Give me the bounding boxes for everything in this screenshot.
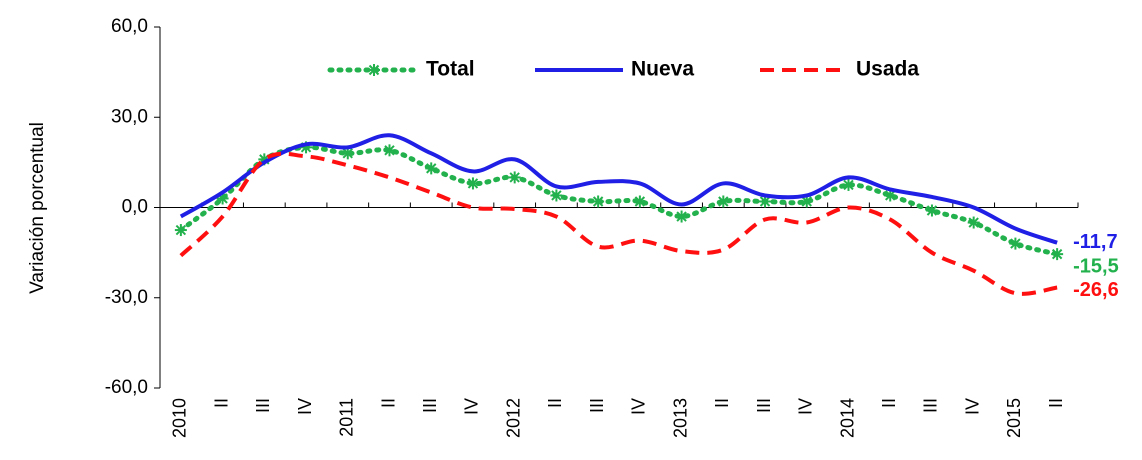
x-tick-label: IV	[629, 398, 649, 415]
x-tick-label: 2015	[1004, 398, 1024, 438]
marker	[174, 224, 187, 237]
marker	[1051, 248, 1064, 261]
marker-stroke	[676, 211, 687, 222]
x-tick-label: 2010	[170, 398, 190, 438]
legend-label: Usada	[856, 58, 919, 81]
marker-stroke	[1051, 248, 1063, 260]
x-tick-label: II	[1046, 398, 1066, 408]
legend-marker	[368, 64, 380, 76]
x-tick-label: IV	[462, 398, 482, 415]
marker	[759, 195, 772, 208]
y-tick-label: -60,0	[105, 377, 148, 398]
y-tick-label: -30,0	[105, 287, 148, 308]
x-tick-label: III	[253, 398, 273, 413]
x-tick-label: IV	[962, 398, 982, 415]
marker-stroke	[968, 217, 979, 228]
x-tick-label: 2014	[837, 398, 857, 438]
marker-stroke	[926, 205, 938, 216]
x-tick-label: II	[545, 398, 565, 408]
marker	[925, 204, 938, 217]
marker-stroke	[718, 196, 729, 207]
marker-stroke	[759, 196, 771, 207]
marker	[550, 189, 563, 202]
x-tick-label: 2012	[503, 398, 523, 438]
x-tick-label: IV	[295, 398, 315, 415]
marker-stroke	[426, 163, 437, 174]
marker	[1009, 237, 1022, 250]
marker-stroke	[592, 196, 604, 207]
x-tick-label: II	[211, 398, 231, 408]
y-tick-label: 60,0	[111, 16, 148, 37]
marker-stroke	[467, 178, 479, 189]
legend-label: Nueva	[631, 58, 694, 81]
x-tick-label: III	[754, 398, 774, 413]
marker-stroke	[509, 172, 520, 183]
series-line	[179, 133, 1058, 245]
marker-stroke	[634, 196, 646, 207]
x-tick-label: III	[587, 398, 607, 413]
marker	[341, 147, 354, 160]
marker	[425, 162, 438, 175]
data-label: -26,6	[1073, 279, 1119, 301]
x-tick-label: III	[921, 398, 941, 413]
series-line	[178, 144, 1060, 257]
series-line	[179, 151, 1058, 296]
x-tick-label: III	[420, 398, 440, 413]
marker-stroke	[368, 64, 380, 76]
y-tick-label: 30,0	[111, 106, 148, 127]
y-tick-label: 0,0	[122, 197, 148, 218]
marker-stroke	[384, 145, 395, 156]
x-tick-label: II	[712, 398, 732, 408]
x-tick-label: II	[378, 398, 398, 408]
marker-stroke	[843, 179, 854, 191]
marker-stroke	[175, 224, 187, 236]
marker	[466, 177, 479, 190]
marker	[967, 216, 980, 229]
marker	[842, 178, 855, 191]
marker-stroke	[885, 190, 896, 201]
marker-stroke	[1010, 238, 1021, 249]
y-axis-label: Variación porcentual	[27, 122, 48, 294]
marker-stroke	[801, 196, 812, 207]
x-tick-label: 2013	[670, 398, 690, 438]
marker	[592, 195, 605, 208]
data-label: -11,7	[1073, 231, 1117, 253]
marker	[508, 171, 521, 184]
legend-label: Total	[426, 58, 475, 81]
x-tick-label: IV	[796, 398, 816, 415]
data-label: -15,5	[1073, 255, 1119, 277]
marker	[383, 144, 396, 157]
marker	[633, 195, 646, 208]
marker	[675, 210, 688, 223]
x-tick-label: 2011	[337, 398, 357, 437]
marker	[717, 195, 730, 208]
x-tick-label: II	[879, 398, 899, 408]
marker-stroke	[217, 193, 228, 204]
marker-stroke	[342, 148, 353, 159]
marker-stroke	[551, 190, 562, 201]
